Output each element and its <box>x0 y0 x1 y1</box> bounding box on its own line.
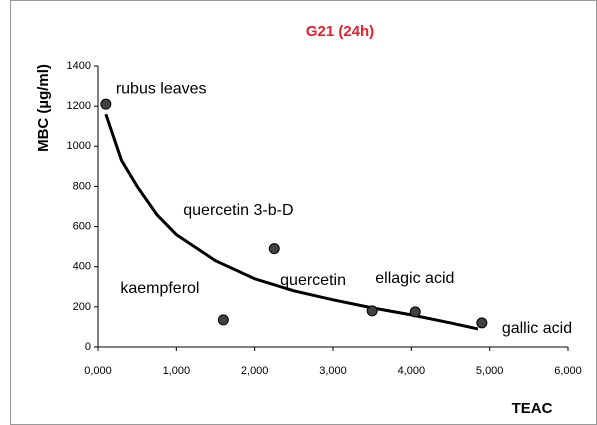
point-label: quercetin 3-b-D <box>183 202 293 219</box>
point-label: quercetin <box>280 272 346 289</box>
point-label: gallic acid <box>502 320 572 337</box>
x-tick-label: 0,000 <box>84 365 112 377</box>
y-tick-label: 0 <box>85 341 91 353</box>
chart-title: G21 (24h) <box>306 23 374 40</box>
point-label: ellagic acid <box>375 270 454 287</box>
y-axis-label: MBC (µg/ml) <box>35 64 52 152</box>
x-tick-label: 2,000 <box>241 365 269 377</box>
y-tick-label: 1200 <box>67 100 91 112</box>
x-tick-label: 6,000 <box>554 365 582 377</box>
data-point <box>476 317 488 329</box>
data-point <box>409 306 421 318</box>
data-point <box>366 305 378 317</box>
y-tick-label: 800 <box>73 180 91 192</box>
data-point <box>268 243 280 255</box>
y-tick-label: 1400 <box>67 60 91 72</box>
x-tick-label: 1,000 <box>163 365 191 377</box>
y-tick-label: 600 <box>73 220 91 232</box>
y-tick-label: 200 <box>73 301 91 313</box>
point-label: rubus leaves <box>116 80 207 97</box>
y-tick-label: 1000 <box>67 140 91 152</box>
data-point <box>217 314 229 326</box>
y-tick-label: 400 <box>73 261 91 273</box>
x-tick-label: 5,000 <box>476 365 504 377</box>
point-label: kaempferol <box>120 280 199 297</box>
x-tick-label: 3,000 <box>319 365 347 377</box>
x-tick-label: 4,000 <box>398 365 426 377</box>
data-point <box>100 98 112 110</box>
x-axis-label: TEAC <box>512 400 553 417</box>
